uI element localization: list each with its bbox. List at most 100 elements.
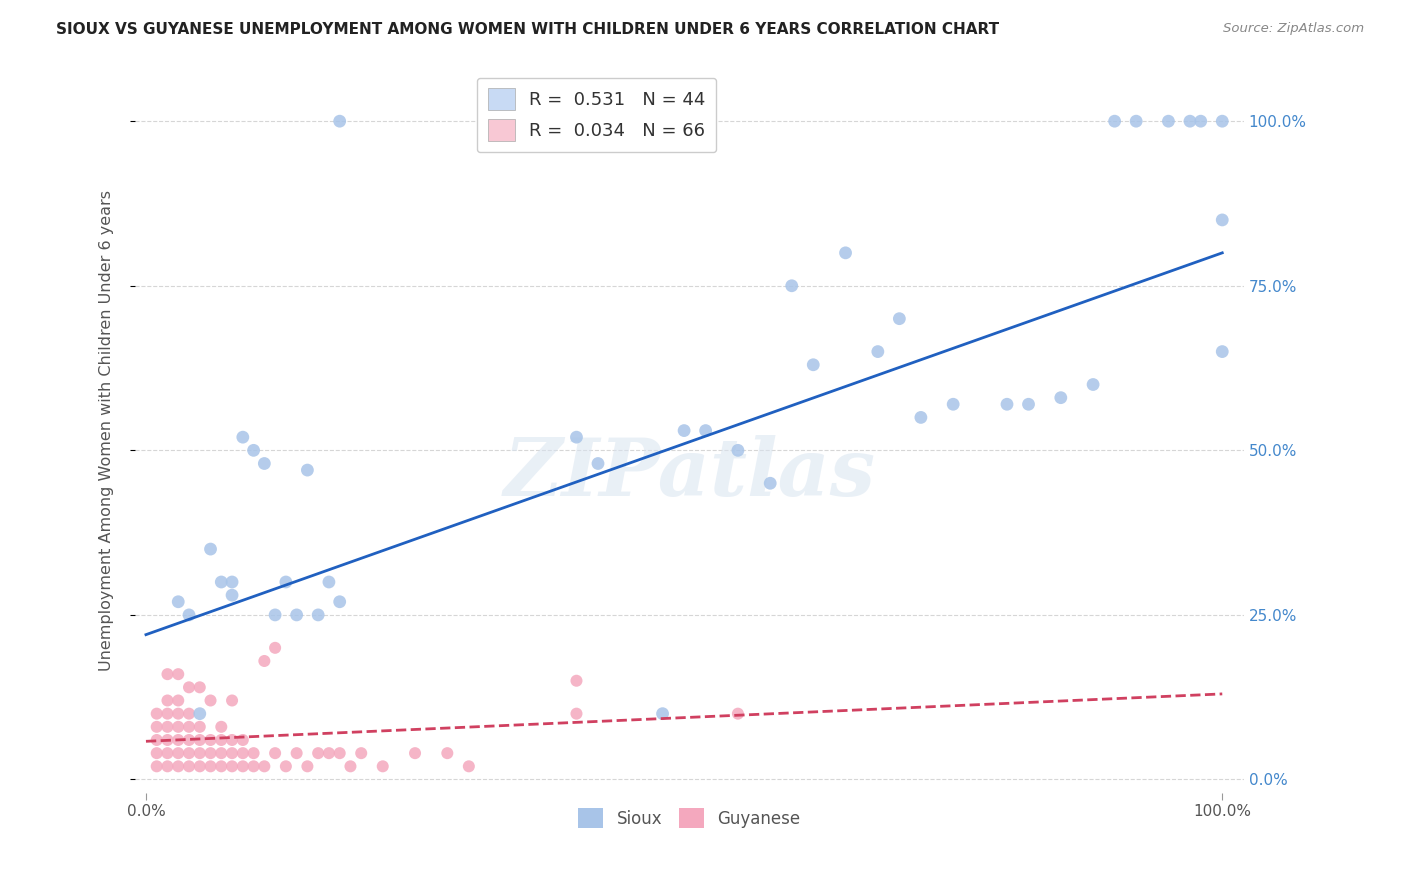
Point <box>586 457 609 471</box>
Point <box>177 607 200 622</box>
Point <box>1211 213 1233 227</box>
Point <box>1189 114 1212 128</box>
Legend: Sioux, Guyanese: Sioux, Guyanese <box>572 801 807 835</box>
Point <box>167 746 190 760</box>
Point <box>565 673 588 688</box>
Point <box>1178 114 1201 128</box>
Point <box>285 746 308 760</box>
Point <box>209 759 232 773</box>
Point <box>307 607 329 622</box>
Point <box>167 706 190 721</box>
Point <box>759 476 782 491</box>
Point <box>695 424 717 438</box>
Point <box>318 746 340 760</box>
Point <box>232 746 254 760</box>
Point <box>866 344 889 359</box>
Point <box>167 693 190 707</box>
Point <box>209 574 232 589</box>
Point <box>995 397 1018 411</box>
Point <box>457 759 479 773</box>
Point <box>177 746 200 760</box>
Point <box>307 746 329 760</box>
Point <box>232 430 254 444</box>
Point <box>188 759 211 773</box>
Point <box>274 574 297 589</box>
Point <box>145 746 167 760</box>
Point <box>221 759 243 773</box>
Text: ZIPatlas: ZIPatlas <box>503 435 876 513</box>
Point <box>145 733 167 747</box>
Point <box>221 746 243 760</box>
Point <box>780 278 803 293</box>
Point <box>404 746 426 760</box>
Point <box>167 595 190 609</box>
Point <box>221 733 243 747</box>
Point <box>156 720 179 734</box>
Point <box>200 693 222 707</box>
Point <box>253 457 276 471</box>
Point <box>177 681 200 695</box>
Point <box>242 746 264 760</box>
Point <box>188 733 211 747</box>
Point <box>242 443 264 458</box>
Point <box>167 733 190 747</box>
Point <box>156 746 179 760</box>
Point <box>242 759 264 773</box>
Point <box>565 430 588 444</box>
Point <box>188 720 211 734</box>
Point <box>167 759 190 773</box>
Point <box>1125 114 1147 128</box>
Point <box>167 720 190 734</box>
Point <box>232 733 254 747</box>
Point <box>1157 114 1180 128</box>
Point <box>200 759 222 773</box>
Point <box>1104 114 1126 128</box>
Point <box>156 733 179 747</box>
Point <box>209 720 232 734</box>
Point <box>156 667 179 681</box>
Point <box>727 443 749 458</box>
Point <box>1211 344 1233 359</box>
Point <box>177 733 200 747</box>
Point <box>436 746 458 760</box>
Point <box>200 746 222 760</box>
Point <box>1018 397 1040 411</box>
Point <box>297 759 319 773</box>
Point <box>188 706 211 721</box>
Point <box>177 759 200 773</box>
Point <box>209 733 232 747</box>
Point <box>200 542 222 557</box>
Point <box>1049 391 1071 405</box>
Point <box>274 759 297 773</box>
Point <box>371 759 394 773</box>
Point <box>167 667 190 681</box>
Point <box>209 746 232 760</box>
Point <box>253 654 276 668</box>
Point <box>232 759 254 773</box>
Point <box>651 706 673 721</box>
Point <box>329 595 352 609</box>
Point <box>253 759 276 773</box>
Point <box>156 706 179 721</box>
Point <box>942 397 965 411</box>
Point <box>264 640 287 655</box>
Point <box>285 607 308 622</box>
Point <box>200 733 222 747</box>
Point <box>156 759 179 773</box>
Point <box>264 607 287 622</box>
Point <box>673 424 696 438</box>
Y-axis label: Unemployment Among Women with Children Under 6 years: Unemployment Among Women with Children U… <box>100 190 114 671</box>
Text: Source: ZipAtlas.com: Source: ZipAtlas.com <box>1223 22 1364 36</box>
Point <box>221 574 243 589</box>
Point <box>145 720 167 734</box>
Point <box>156 693 179 707</box>
Point <box>145 759 167 773</box>
Point <box>297 463 319 477</box>
Point <box>329 746 352 760</box>
Point <box>350 746 373 760</box>
Point <box>318 574 340 589</box>
Point <box>339 759 361 773</box>
Point <box>221 588 243 602</box>
Point <box>565 706 588 721</box>
Point <box>177 720 200 734</box>
